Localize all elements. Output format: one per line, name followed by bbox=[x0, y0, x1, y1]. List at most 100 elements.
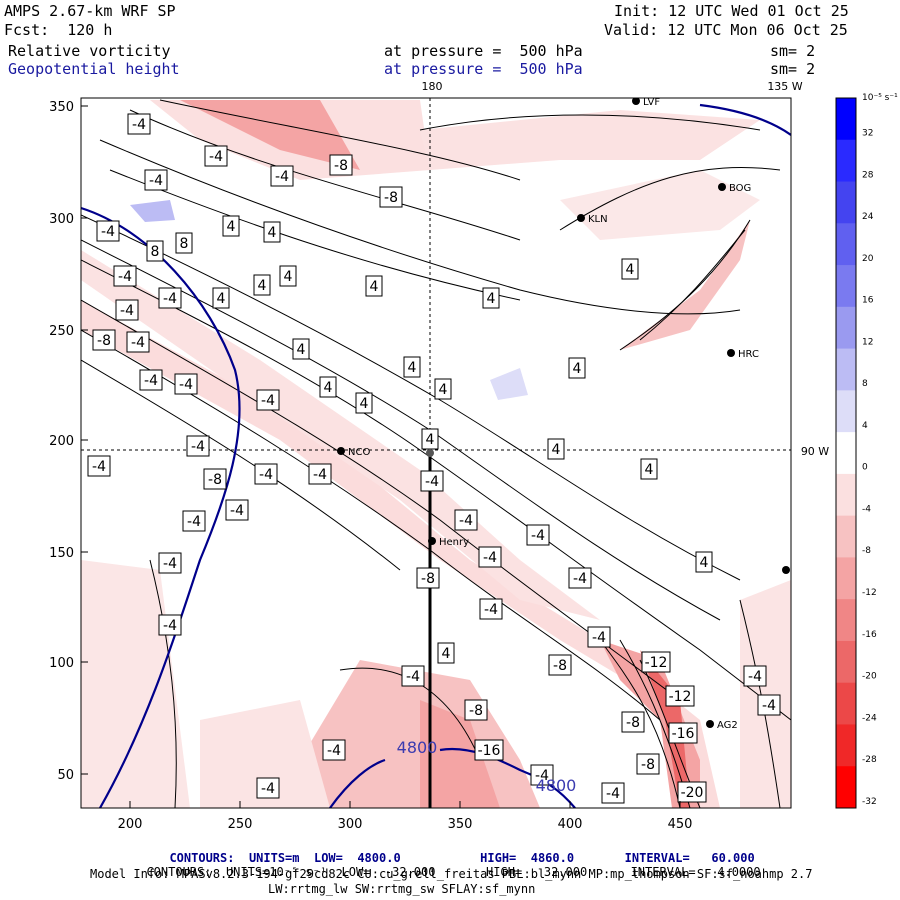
vort-label-text: -4 bbox=[313, 467, 327, 483]
vort-label-text: -16 bbox=[672, 726, 695, 742]
vort-label-box bbox=[478, 546, 502, 568]
y-tick-label: 100 bbox=[49, 656, 74, 671]
model-info-line2: LW:rrtmg_lw SW:rrtmg_sw SFLAY:sf_mynn bbox=[268, 882, 536, 896]
colorbar-tick-label: 4 bbox=[862, 421, 868, 431]
vort-label-text: -4 bbox=[120, 303, 134, 319]
colorbar-swatch bbox=[836, 390, 856, 433]
height-contour-labels: 4800 4800 bbox=[397, 738, 577, 795]
footer-height-contours: CONTOURS: UNITS=m LOW= 4800.0 HIGH= 4860… bbox=[155, 840, 754, 864]
y-tick-label: 250 bbox=[49, 324, 74, 339]
vort-label-box bbox=[204, 145, 228, 167]
station-label: BOG bbox=[729, 183, 751, 194]
colorbar-swatch bbox=[836, 223, 856, 266]
colorbar-tick-label: 24 bbox=[862, 212, 874, 222]
vort-label-box bbox=[641, 651, 671, 673]
vort-label-text: 4 bbox=[370, 279, 379, 295]
station-label: Henry bbox=[439, 537, 469, 548]
vort-label-box bbox=[279, 265, 297, 287]
vort-label-box bbox=[677, 781, 707, 803]
footer-v-label: CONTOURS: bbox=[146, 865, 212, 879]
vort-label-text: -4 bbox=[531, 528, 545, 544]
vort-label-text: -8 bbox=[469, 703, 483, 719]
vort-label-box bbox=[92, 329, 116, 351]
colorbar-tick-label: -12 bbox=[862, 588, 877, 598]
vort-label-text: -4 bbox=[535, 768, 549, 784]
vort-label-text: -4 bbox=[459, 513, 473, 529]
vort-label-text: -8 bbox=[421, 571, 435, 587]
colorbar-swatch bbox=[836, 181, 856, 224]
x-tick-label: 200 bbox=[118, 817, 143, 832]
vort-label-text: 4 bbox=[645, 462, 654, 478]
vort-label-text: -4 bbox=[209, 149, 223, 165]
vort-label-text: -8 bbox=[553, 658, 567, 674]
station-markers: BOG KLN HRC NCO Henry AG2 LVF bbox=[337, 98, 790, 731]
station-dot bbox=[718, 183, 726, 191]
vort-label-text: -8 bbox=[208, 472, 222, 488]
field1-name: Relative vorticity bbox=[8, 42, 171, 60]
height-contours bbox=[81, 103, 791, 808]
vort-label-text: 4 bbox=[573, 361, 582, 377]
colorbar-tick-label: 16 bbox=[862, 296, 874, 306]
vort-label-box bbox=[437, 642, 455, 664]
vort-label-text: -8 bbox=[626, 715, 640, 731]
height-label: 4800 bbox=[397, 738, 438, 757]
colorbar-tick-label: -28 bbox=[862, 755, 877, 765]
vort-label-text: -8 bbox=[334, 158, 348, 174]
vort-label-box bbox=[158, 552, 182, 574]
vort-label-text: -4 bbox=[163, 291, 177, 307]
vort-label-text: -12 bbox=[645, 655, 668, 671]
lon-label-90w: 90 W bbox=[801, 445, 829, 458]
vort-label-box bbox=[253, 274, 271, 296]
station-dot bbox=[706, 720, 714, 728]
vort-label-text: -20 bbox=[681, 785, 704, 801]
vort-label-text: 4 bbox=[408, 360, 417, 376]
vort-label-text: -4 bbox=[606, 786, 620, 802]
station-dot bbox=[577, 214, 585, 222]
vort-label-text: -4 bbox=[327, 743, 341, 759]
field2-smoothing: sm= 2 bbox=[770, 60, 816, 78]
vort-label-box bbox=[225, 499, 249, 521]
vort-label-box bbox=[126, 331, 150, 353]
vort-label-box bbox=[757, 694, 781, 716]
colorbar-swatch bbox=[836, 599, 856, 642]
station-dot bbox=[782, 566, 790, 574]
colorbar-swatch bbox=[836, 473, 856, 517]
valid-time: Valid: 12 UTC Mon 06 Oct 25 bbox=[604, 21, 848, 39]
vort-label-text: -4 bbox=[230, 503, 244, 519]
vort-label-text: -4 bbox=[118, 269, 132, 285]
vort-label-text: -12 bbox=[669, 689, 692, 705]
vort-label-box bbox=[212, 287, 230, 309]
colorbar-swatch bbox=[836, 348, 856, 391]
station-dot bbox=[337, 447, 345, 455]
pole-marker bbox=[426, 449, 434, 457]
vort-label-box bbox=[743, 665, 767, 687]
vort-label-text: 4 bbox=[258, 278, 267, 294]
colorbar-swatch bbox=[836, 306, 856, 350]
vort-label-text: -4 bbox=[762, 698, 776, 714]
vort-label-box bbox=[530, 764, 554, 786]
vort-label-box bbox=[474, 739, 504, 761]
vort-label-box bbox=[270, 165, 294, 187]
vort-label-box bbox=[526, 524, 550, 546]
vort-label-box bbox=[182, 510, 206, 532]
model-info-line1: Model Info: MPASv8.2.3-194-gf29cd82c CU:… bbox=[90, 867, 813, 881]
station-label: HRC bbox=[738, 349, 759, 360]
vort-label-box bbox=[621, 711, 645, 733]
vort-label-text: -4 bbox=[163, 618, 177, 634]
vort-label-box bbox=[263, 221, 281, 243]
vort-label-box bbox=[139, 369, 163, 391]
plot-title: AMPS 2.67-km WRF SP bbox=[4, 2, 176, 20]
colorbar-tick-label: -32 bbox=[862, 797, 877, 807]
vort-label-box bbox=[146, 240, 164, 262]
vort-label-box bbox=[115, 299, 139, 321]
vort-label-box bbox=[547, 438, 565, 460]
vort-label-text: -4 bbox=[191, 439, 205, 455]
vort-label-box bbox=[665, 685, 695, 707]
vort-label-box bbox=[292, 338, 310, 360]
forecast-hour: Fcst: 120 h bbox=[4, 21, 113, 39]
vorticity-contour-labels: -4 -4 -4 -4 -4 -4 -4 -4 -4 -4 -4 -4 -4 -4 -4 -4 -4 -4 -4 -4… bbox=[87, 113, 781, 804]
colorbar-swatch bbox=[836, 766, 856, 809]
vort-label-box bbox=[434, 378, 452, 400]
vort-label-box bbox=[695, 551, 713, 573]
